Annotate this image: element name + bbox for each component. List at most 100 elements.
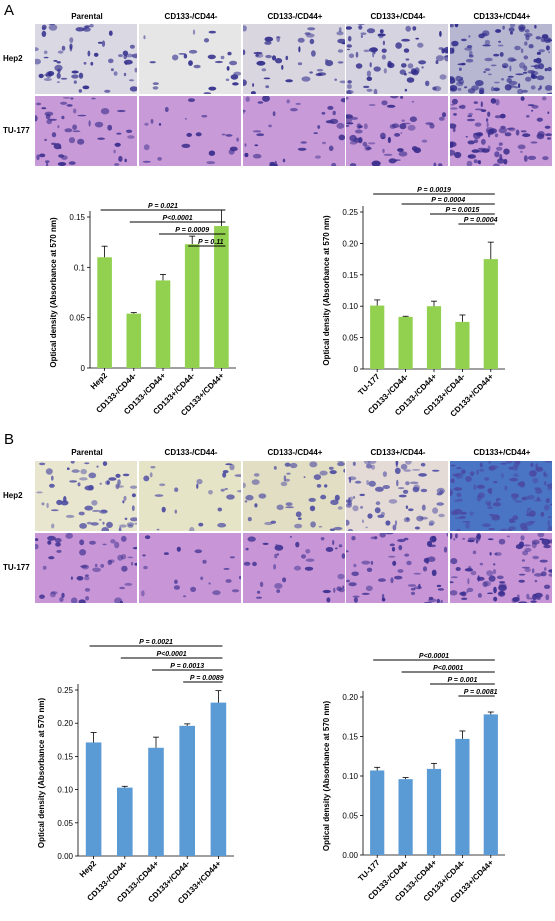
y-tick-label: 0.05 [342, 812, 358, 821]
y-tick-label: 0.05 [69, 314, 85, 323]
bar [455, 738, 470, 855]
column-header: CD133+/CD44+ [473, 12, 531, 21]
x-tick-label: TU-177 [356, 372, 382, 398]
p-value-label: P = 0.0009 [175, 227, 209, 234]
bar-chart-b-hep2: Optical density (Absorbance at 570 nm) 0.… [37, 639, 234, 906]
bar [85, 742, 102, 856]
micrograph-image [450, 461, 552, 531]
p-value-label: P = 0.0004 [464, 217, 498, 224]
column-header: CD133-/CD44- [164, 448, 218, 457]
column-header: CD133+/CD44+ [473, 448, 531, 457]
column-header: CD133+/CD44- [370, 448, 426, 457]
bar [426, 768, 442, 855]
y-tick-label: 0.15 [342, 271, 358, 280]
micrograph-image [450, 533, 552, 603]
y-tick-label: 0.10 [342, 772, 358, 781]
column-header: CD133-/CD44+ [267, 12, 323, 21]
y-axis-title: Optical density (Absorbance at 570 nm) [37, 698, 46, 849]
p-value-label: P = 0.11 [198, 239, 224, 246]
y-tick-label: 0.05 [342, 334, 358, 343]
bar [370, 305, 385, 369]
y-tick-label: 0.1 [74, 263, 86, 272]
micrograph-image [243, 24, 345, 94]
row-header: TU-177 [3, 126, 30, 135]
p-value-label: P = 0.0081 [464, 689, 498, 696]
bar [179, 725, 195, 856]
y-tick-label: 0.20 [342, 693, 358, 702]
x-tick-label: TU-177 [356, 858, 382, 884]
micrograph-image [35, 533, 137, 603]
row-header: Hep2 [3, 491, 23, 500]
p-value-label: P<0.0001 [157, 651, 187, 658]
p-value-label: P = 0.021 [148, 203, 178, 210]
y-tick-label: 0 [81, 364, 86, 373]
column-header: Parental [71, 12, 103, 21]
bar [398, 779, 413, 855]
micrograph-image [346, 461, 448, 531]
x-tick-label: Hep2 [89, 371, 110, 392]
p-value-label: P<0.0001 [419, 653, 449, 660]
y-axis-title: Optical density (Absorbance at 570 nm) [322, 215, 331, 366]
micrograph-image [139, 461, 241, 531]
column-header: CD133-/CD44+ [267, 448, 323, 457]
bar [148, 747, 164, 856]
y-tick-label: 0.15 [342, 733, 358, 742]
panel-letter-a: A [4, 2, 15, 19]
y-tick-label: 0.15 [57, 752, 73, 761]
micrograph-image [243, 461, 345, 531]
bar-chart-a-hep2: Optical density (Absorbance at 570 nm) 0 0… [49, 203, 236, 418]
micrograph-image [139, 24, 241, 94]
y-tick-label: 0.20 [57, 719, 73, 728]
p-value-label: P = 0.0089 [190, 675, 224, 682]
p-value-label: P<0.0001 [433, 665, 463, 672]
bar [398, 316, 413, 369]
y-tick-label: 0.10 [57, 786, 73, 795]
y-tick-label: 0.15 [69, 213, 85, 222]
y-tick-label: 0.00 [57, 852, 73, 861]
bar [126, 313, 142, 368]
p-value-label: P = 0.0013 [170, 663, 204, 670]
bar [97, 257, 112, 368]
micrograph-image [35, 461, 137, 531]
bar [155, 280, 171, 368]
p-value-label: P<0.0001 [163, 215, 193, 222]
column-header: CD133-/CD44- [164, 12, 218, 21]
micrograph-image [450, 24, 552, 94]
bar [184, 244, 200, 368]
bar [483, 259, 498, 369]
column-header: CD133+/CD44- [370, 12, 426, 21]
bar [117, 787, 133, 856]
p-value-label: P = 0.0019 [417, 187, 451, 194]
panel-letter-b: B [4, 431, 15, 448]
row-header: TU-177 [3, 563, 30, 572]
micrograph-image [35, 96, 137, 166]
y-tick-label: 0.05 [57, 819, 73, 828]
y-tick-label: 0.20 [342, 239, 358, 248]
p-value-label: P = 0.0004 [431, 197, 465, 204]
bar [370, 770, 385, 855]
bar [455, 321, 470, 369]
y-axis-title: Optical density (Absorbance at 570 nm) [322, 701, 331, 852]
micrograph-image [243, 533, 345, 603]
row-header: Hep2 [3, 54, 23, 63]
bar-chart-b-tu177: Optical density (Absorbance at 570 nm) 0.… [322, 653, 505, 905]
y-tick-label: 0.10 [342, 302, 358, 311]
x-tick-label: Hep2 [78, 859, 99, 880]
micrograph-image [35, 24, 137, 94]
micrograph-image [346, 96, 448, 166]
y-tick-label: 0 [354, 365, 359, 374]
p-value-label: P = 0.0015 [446, 207, 480, 214]
micrograph-image [346, 24, 448, 94]
bar [426, 306, 442, 369]
bar [214, 226, 229, 368]
y-tick-label: 0.25 [342, 208, 358, 217]
y-tick-label: 0.00 [342, 851, 358, 860]
micrograph-image [243, 96, 345, 166]
micrograph-image [139, 96, 241, 166]
bar [210, 702, 227, 856]
micrograph-image [139, 533, 241, 603]
p-value-label: P = 0.001 [447, 677, 477, 684]
micrograph-image [450, 96, 552, 166]
column-header: Parental [71, 448, 103, 457]
bar [483, 714, 498, 855]
